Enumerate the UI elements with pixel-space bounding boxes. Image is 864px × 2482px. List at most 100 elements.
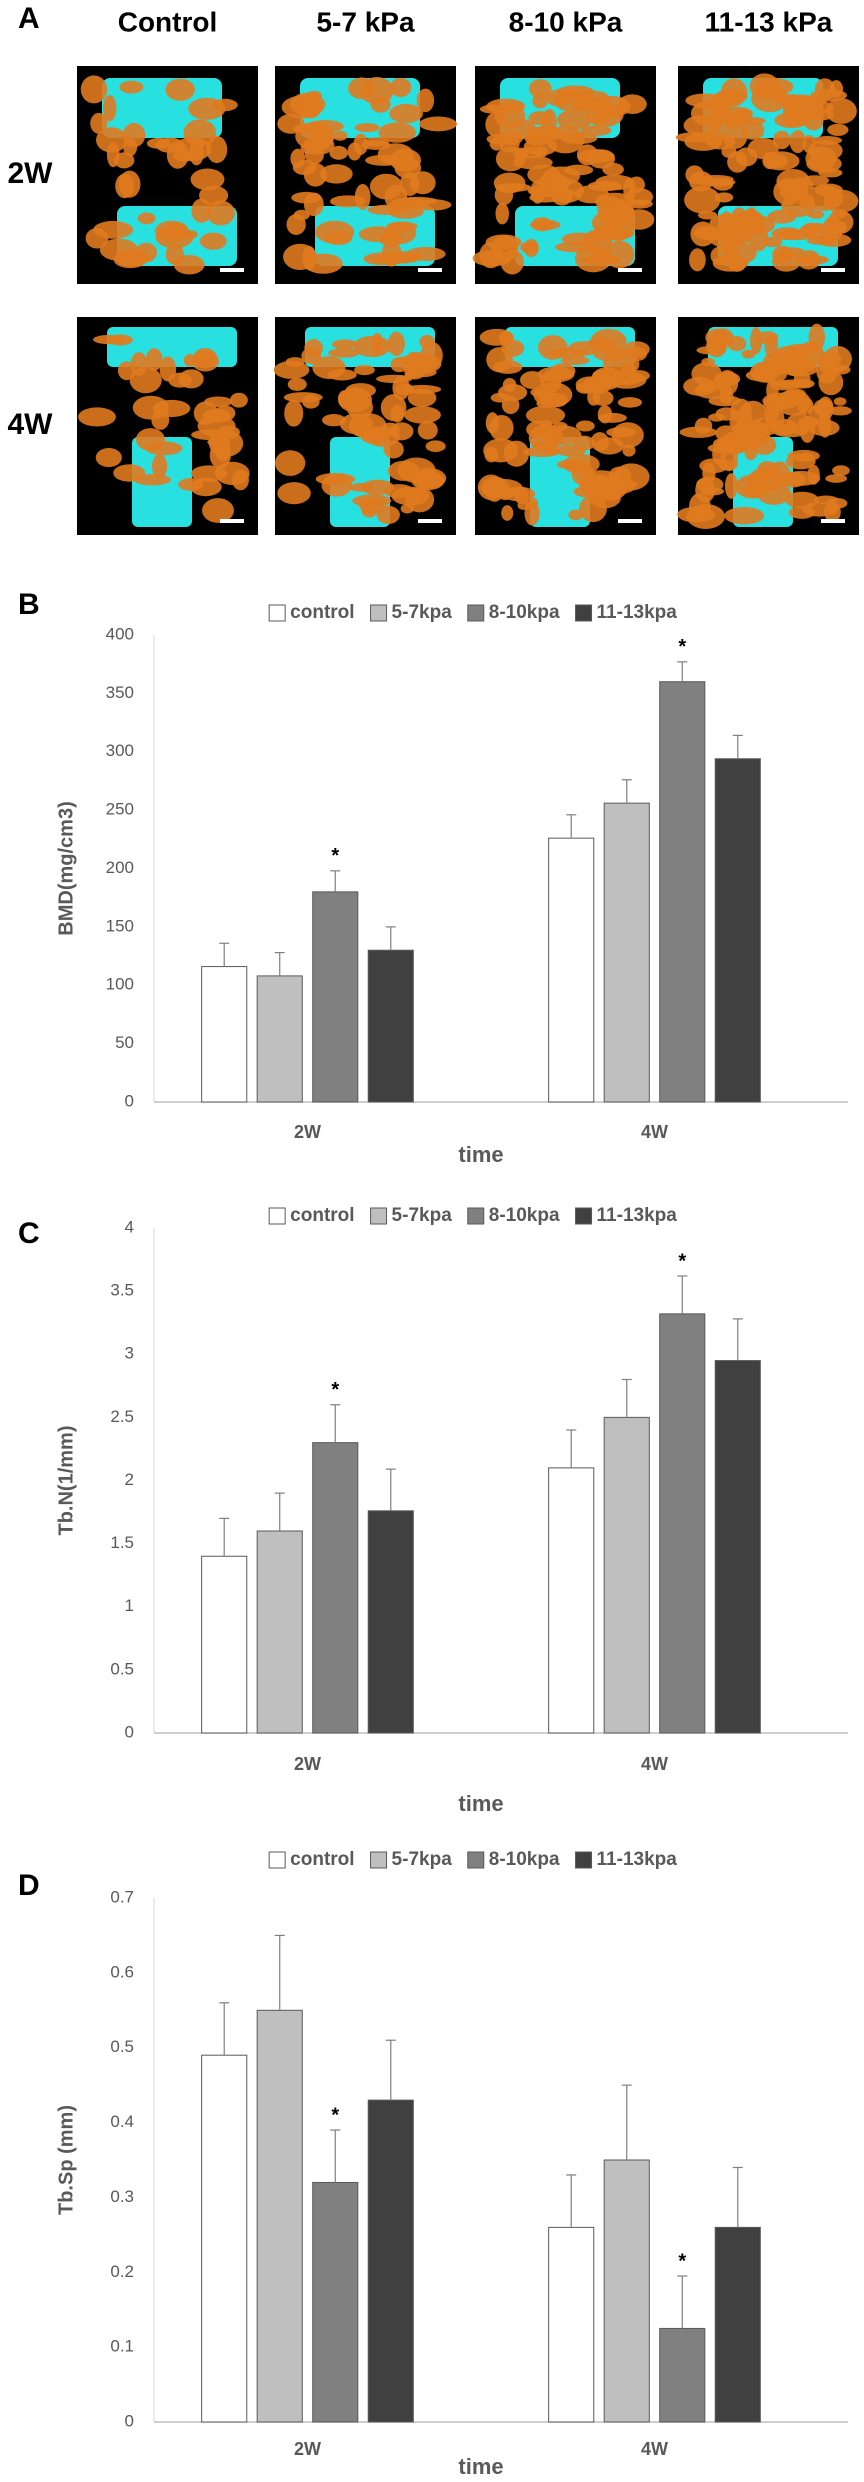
bone-orange [799, 415, 816, 443]
bone-orange [292, 123, 318, 134]
bone-orange [717, 460, 738, 471]
bone-orange [493, 172, 526, 194]
bone-orange [345, 383, 376, 398]
bone-orange [617, 94, 647, 114]
bone-orange [183, 354, 197, 367]
legend-label: 5-7kpa [392, 602, 453, 623]
bone-orange [211, 98, 238, 112]
bone-orange [319, 164, 353, 184]
legend-label: 5-7kpa [392, 1849, 453, 1870]
bone-orange [363, 252, 403, 266]
error-bar [330, 2129, 341, 2183]
bar [714, 758, 761, 1103]
y-tick-label: 1.5 [110, 1533, 134, 1552]
bone-orange [827, 210, 854, 234]
bone-orange [742, 482, 765, 497]
bone-orange [389, 422, 414, 441]
bone-orange [190, 168, 225, 191]
bone-orange [199, 185, 229, 206]
bone-orange [807, 140, 843, 162]
bone-orange [721, 115, 740, 129]
bone-orange [694, 417, 713, 434]
bone-orange [735, 147, 758, 167]
error-bar [677, 2275, 688, 2329]
legend-swatch [370, 604, 388, 622]
bone-orange [797, 397, 814, 415]
x-tick-label: 2W [294, 2439, 321, 2459]
bone-orange [315, 472, 356, 486]
bone-orange [796, 254, 829, 265]
x-tick-label: 2W [294, 1754, 321, 1774]
bone-orange [353, 133, 369, 155]
bone-orange [354, 364, 375, 376]
legend-label: 8-10kpa [489, 1205, 560, 1226]
column-label: Control [118, 6, 218, 37]
bone-orange [290, 148, 306, 169]
error-bar [330, 1404, 341, 1443]
bone-orange [348, 482, 375, 492]
bone-orange [206, 200, 235, 226]
legend-label: control [290, 1205, 354, 1226]
y-tick-label: 300 [106, 741, 134, 760]
bone-orange [337, 390, 352, 408]
error-bar [732, 2166, 743, 2228]
bone-orange [611, 422, 644, 448]
y-axis-title: Tb.N(1/mm) [55, 1426, 77, 1536]
bone-orange [527, 164, 561, 185]
bone-orange [199, 232, 227, 250]
bar [548, 1467, 595, 1734]
bone-orange [816, 358, 838, 384]
bone-orange [378, 122, 417, 143]
bone-orange [764, 334, 779, 360]
bone-orange [277, 482, 311, 505]
bone-orange [689, 248, 706, 272]
bone-orange [833, 397, 847, 406]
x-tick-label: 4W [641, 1754, 668, 1774]
bone-orange [96, 127, 128, 153]
bone-orange [787, 103, 812, 127]
bone-orange [400, 503, 414, 514]
bone-orange [130, 352, 148, 376]
bone-orange [406, 247, 446, 261]
bone-orange [502, 377, 517, 392]
significance: * [331, 1379, 339, 1401]
bone-orange [718, 230, 734, 241]
error-bar [330, 870, 341, 892]
bone-orange [818, 168, 843, 178]
bone-orange [122, 122, 146, 148]
bone-orange [745, 369, 772, 382]
y-tick-label: 400 [106, 624, 134, 643]
bone-orange [501, 505, 514, 521]
bone-orange [582, 376, 612, 395]
bone-orange [579, 495, 607, 523]
bone-orange [419, 116, 458, 132]
significance: * [678, 2250, 686, 2272]
y-tick-label: 0 [125, 1722, 134, 1741]
legend-label: control [290, 602, 354, 623]
x-axis-title: time [458, 1791, 503, 1816]
bone-orange [304, 144, 324, 165]
row-label: 2W [8, 157, 54, 190]
bone-orange [155, 226, 194, 249]
bar [659, 681, 706, 1103]
legend-swatch [575, 604, 593, 622]
bone-orange [602, 162, 624, 176]
x-axis-title: time [458, 2454, 503, 2479]
y-tick-label: 350 [106, 683, 134, 702]
bone-orange [517, 500, 531, 511]
bone-orange [133, 474, 171, 486]
bone-orange [90, 112, 108, 134]
bone-orange [420, 341, 443, 370]
bone-orange [724, 506, 765, 525]
x-tick-label: 2W [294, 1122, 321, 1142]
bone-orange [597, 412, 627, 423]
significance: * [678, 636, 686, 658]
bone-orange [541, 108, 557, 136]
error-bar [385, 2039, 396, 2101]
bone-orange [78, 407, 116, 427]
y-tick-label: 0.5 [110, 2037, 134, 2056]
y-axis-title: BMD(mg/cm3) [55, 801, 77, 935]
bone-orange [501, 395, 520, 415]
y-tick-label: 0.4 [110, 2112, 134, 2131]
y-tick-label: 1 [125, 1596, 134, 1615]
